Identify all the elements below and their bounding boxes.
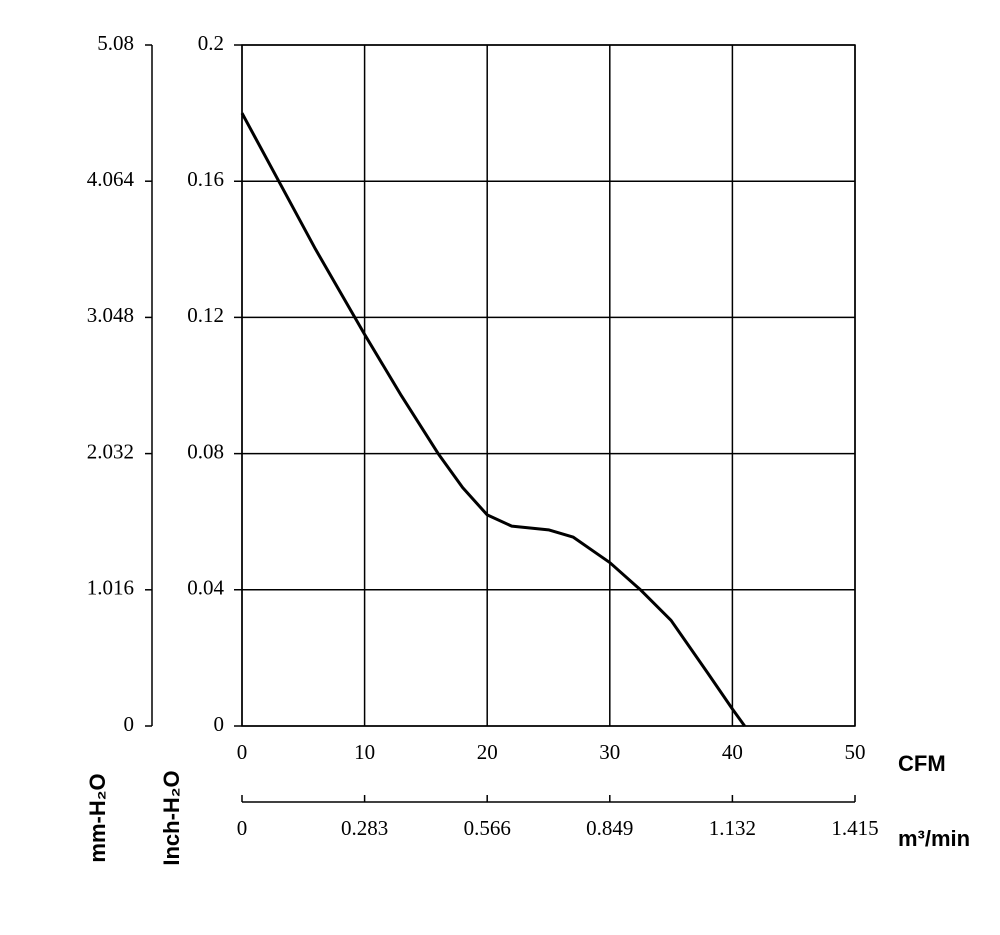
y-tick-label: 0.16 xyxy=(187,167,224,191)
x2-tick-label: 1.132 xyxy=(709,816,756,840)
x2-tick-label: 0.283 xyxy=(341,816,388,840)
x-tick-label: 30 xyxy=(599,740,620,764)
x-tick-label: 20 xyxy=(477,740,498,764)
plot-frame xyxy=(241,44,856,727)
x-tick-label: 10 xyxy=(354,740,375,764)
y-tick-label: 0.04 xyxy=(187,576,224,600)
x-axis-label: CFM xyxy=(898,751,946,776)
y2-tick-label: 5.08 xyxy=(97,31,134,55)
y-tick-label: 0.12 xyxy=(187,303,224,327)
x2-tick-label: 0 xyxy=(237,816,248,840)
x2-tick-label: 0.849 xyxy=(586,816,633,840)
y-axis-label: Inch-H₂O xyxy=(159,770,184,865)
y2-tick-label: 3.048 xyxy=(87,303,134,327)
x2-tick-label: 1.415 xyxy=(831,816,878,840)
y2-tick-label: 1.016 xyxy=(87,576,134,600)
x-tick-label: 50 xyxy=(845,740,866,764)
y-tick-label: 0.2 xyxy=(198,31,224,55)
curve xyxy=(240,112,746,727)
y2-tick-label: 0 xyxy=(124,712,135,736)
y-tick-label: 0 xyxy=(214,712,225,736)
y-tick-label: 0.08 xyxy=(187,439,224,463)
y2-tick-label: 4.064 xyxy=(87,167,135,191)
y2-axis-label: mm-H₂O xyxy=(85,773,110,862)
x-tick-label: 40 xyxy=(722,740,743,764)
y2-tick-label: 2.032 xyxy=(87,439,134,463)
x2-tick-label: 0.566 xyxy=(464,816,511,840)
x2-axis-label: m³/min xyxy=(898,826,970,851)
x-tick-label: 0 xyxy=(237,740,248,764)
